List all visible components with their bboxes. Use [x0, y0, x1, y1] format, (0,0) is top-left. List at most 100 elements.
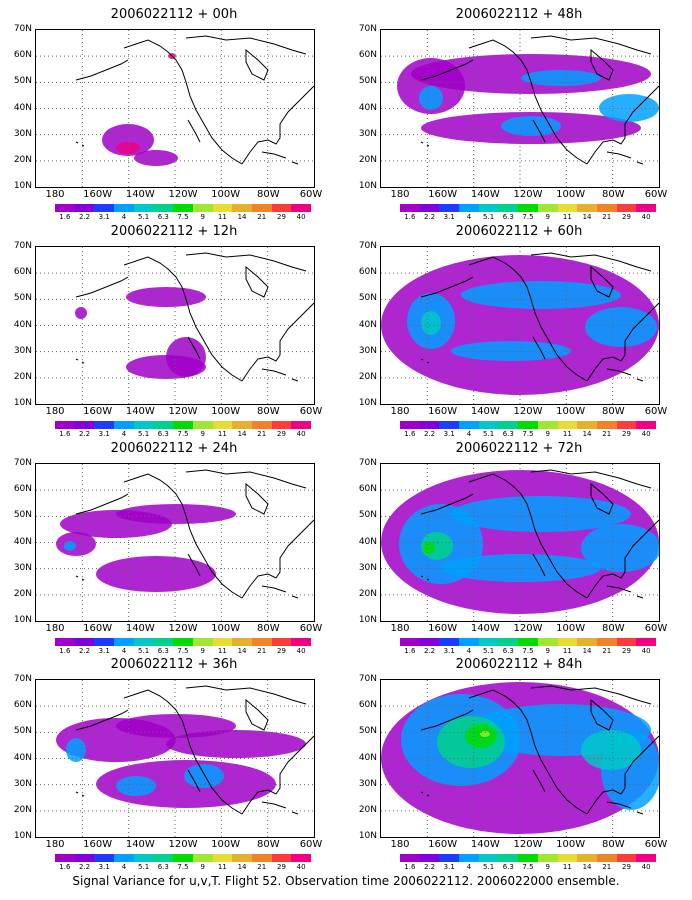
colorbar-swatch [400, 421, 420, 429]
colorbar-label: 2.2 [78, 430, 91, 438]
colorbar-swatch [577, 638, 597, 646]
colorbar-label: 14 [582, 430, 592, 438]
variance-contour [451, 341, 571, 361]
coastline [291, 378, 299, 382]
latitude-label: 70N [13, 674, 32, 684]
colorbar-label: 6.3 [157, 647, 169, 655]
colorbar-label: 9 [200, 647, 205, 655]
colorbar-swatch [232, 854, 252, 862]
latitude-label: 50N [358, 76, 377, 87]
variance-contour [102, 124, 154, 156]
map-svg [381, 30, 659, 187]
coastline [420, 276, 474, 298]
coastline [468, 689, 588, 815]
colorbar-swatch [251, 854, 272, 862]
latitude-label: 70N [358, 241, 377, 251]
coastline [75, 493, 129, 515]
map-panel [35, 246, 315, 405]
colorbar-label: 4 [466, 647, 472, 655]
colorbar-swatch [478, 854, 499, 862]
latitude-label: 20N [13, 371, 32, 382]
latitude-label: 50N [358, 293, 377, 304]
variance-contour [423, 542, 435, 554]
coastline [586, 735, 659, 815]
colorbar-swatch [173, 204, 193, 212]
colorbar-label: 6.3 [157, 213, 169, 221]
colorbar-swatch [596, 421, 617, 429]
colorbar-swatch [596, 204, 617, 212]
coastline [123, 256, 243, 382]
colorbar-label: 1.6 [404, 863, 416, 871]
colorbar-swatch [557, 854, 578, 862]
coastline [590, 48, 614, 81]
variance-contour [461, 281, 621, 309]
colorbar-label: 3.1 [443, 213, 455, 221]
coastline [241, 735, 314, 815]
coastline [261, 151, 287, 159]
colorbar [55, 638, 311, 646]
longitude-label: 100W [556, 623, 586, 634]
panel-title: 2006022112 + 36h [110, 657, 238, 672]
colorbar-swatch [498, 421, 519, 429]
colorbar-label: 14 [582, 647, 592, 655]
colorbar-label: 9 [545, 647, 550, 655]
latitude-label: 40N [13, 102, 32, 113]
latitude-label: 10N [13, 615, 32, 625]
coastline [241, 302, 314, 382]
coastline [75, 276, 129, 298]
colorbar-swatch [498, 204, 519, 212]
colorbar-swatch [55, 421, 75, 429]
colorbar-label: 4 [121, 430, 127, 438]
variance-contour [56, 532, 96, 556]
colorbar-swatch [459, 204, 479, 212]
colorbar-label: 6.3 [502, 647, 514, 655]
longitude-label: 180 [390, 839, 410, 850]
latitude-label: 30N [358, 128, 377, 139]
latitude-label: 20N [13, 804, 32, 815]
colorbar-swatch [232, 204, 252, 212]
colorbar-swatch [232, 421, 252, 429]
latitude-label: 60N [358, 484, 377, 495]
latitude-label: 70N [13, 24, 32, 34]
coastline [532, 336, 546, 360]
colorbar-label: 4 [121, 863, 127, 871]
colorbar-label: 7.5 [522, 863, 534, 871]
colorbar-label: 40 [296, 863, 306, 871]
longitude-label: 180 [45, 839, 65, 850]
colorbar-swatch [577, 204, 597, 212]
colorbar-label: 7.5 [522, 647, 534, 655]
longitude-label: 140W [125, 189, 155, 200]
map-svg [36, 464, 314, 621]
longitude-label: 100W [556, 189, 586, 200]
colorbar-label: 29 [276, 647, 286, 655]
latitude-label: 70N [358, 674, 377, 684]
coastline [187, 769, 201, 793]
longitude-label: 60W [644, 406, 668, 417]
colorbar-label: 1.6 [404, 647, 416, 655]
coastline [586, 519, 659, 599]
colorbar-swatch [212, 421, 233, 429]
variance-contour [521, 70, 601, 86]
colorbar-swatch [557, 421, 578, 429]
latitude-label: 50N [13, 510, 32, 521]
colorbar-swatch [133, 204, 154, 212]
coastline [530, 469, 652, 489]
latitude-label: 30N [13, 562, 32, 573]
longitude-label: 100W [211, 189, 241, 200]
coastline [636, 378, 644, 382]
coastline [420, 141, 424, 144]
coastline [530, 252, 652, 272]
colorbar-label: 6.3 [157, 863, 169, 871]
variance-contour [96, 760, 276, 808]
map-svg [36, 30, 314, 187]
coastline [185, 469, 307, 489]
variance-contour [96, 556, 216, 592]
latitude-label: 40N [358, 102, 377, 113]
colorbar-label: 29 [621, 647, 631, 655]
latitude-label: 50N [13, 293, 32, 304]
variance-contour [75, 307, 87, 319]
colorbar-label: 14 [237, 213, 247, 221]
latitude-label: 50N [358, 726, 377, 737]
latitude-label: 40N [13, 752, 32, 763]
colorbar-swatch [439, 638, 460, 646]
